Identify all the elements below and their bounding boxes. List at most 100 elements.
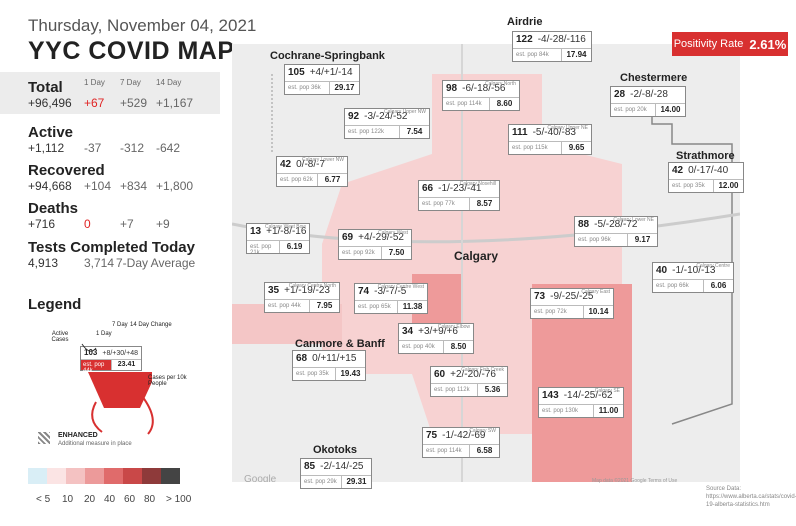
recovered-day: +104: [84, 179, 112, 193]
positivity-value: 2.61%: [749, 36, 787, 52]
region-active: 66: [422, 183, 434, 194]
region-box-elbow[interactable]: 34 +3/+9/+6 Calgary Elbow est. pop 40k 8.50: [398, 323, 474, 354]
scale-swatch: [104, 468, 123, 484]
region-active: 88: [578, 219, 590, 230]
region-name: Calgary Lower NW: [302, 157, 344, 163]
region-pop: est. pop 35k: [672, 183, 705, 189]
col-14day: 14 Day: [156, 78, 182, 87]
legend-title: Legend: [28, 296, 82, 313]
canmore-region: [232, 304, 342, 344]
region-active: 68: [296, 353, 308, 364]
positivity-label: Positivity Rate: [673, 38, 744, 50]
region-change: +4/+1/-14: [309, 67, 353, 78]
region-box-se[interactable]: 143 -14/-25/-62 Calgary SE est. pop 130k 11.…: [538, 387, 624, 418]
region-box-centrenorth[interactable]: 35 +1/-19/-23 Calgary Centre North est. pop…: [264, 282, 340, 313]
region-change: +1/-8/-16: [266, 226, 307, 237]
region-box-chestermere[interactable]: 28 -2/-8/-28 est. pop 20k 14.00: [610, 86, 686, 117]
region-rate: 7.50: [381, 247, 411, 259]
region-pop: est. pop 66k: [656, 283, 689, 289]
legend-diagram: [81, 343, 154, 435]
legend-example-rate: 23.41: [111, 360, 141, 370]
region-rate: 9.17: [627, 234, 657, 246]
legend-example-box: 103 +8/+30/+48 est. pop 44k 23.41: [80, 346, 142, 374]
region-rate: 5.36: [477, 384, 507, 396]
region-name: Calgary West Bow: [264, 224, 306, 230]
region-rate: 9.65: [561, 142, 591, 154]
recovered-label: Recovered: [28, 162, 105, 179]
region-change: -6/-18/-56: [462, 83, 506, 94]
region-active: 28: [614, 89, 626, 100]
region-box-north[interactable]: 98 -6/-18/-56 Calgary North est. pop 114k 8.…: [442, 80, 520, 111]
region-rate: 17.94: [561, 49, 591, 61]
region-pop: est. pop 44k: [268, 303, 301, 309]
col-1day: 1 Day: [84, 78, 105, 87]
region-box-cochrane[interactable]: 105 +4/+1/-14 est. pop 36k 29.17: [284, 64, 360, 95]
region-box-lowerne[interactable]: 88 -5/-28/-72 Calgary Lower NE est. pop 96k…: [574, 216, 658, 247]
region-box-uppernw[interactable]: 92 -3/-24/-52 Calgary Upper NW est. pop 122…: [344, 108, 430, 139]
total-day: +67: [84, 96, 105, 110]
legend-1day-label: 1 Day: [96, 331, 112, 337]
region-pop: est. pop 114k: [426, 448, 462, 454]
legend-active-label: Active Cases: [51, 331, 69, 343]
region-pop: est. pop 72k: [534, 309, 567, 315]
region-box-nosehill[interactable]: 66 -1/-23/-41 Calgary Nosehill est. pop 77k…: [418, 180, 500, 211]
region-change: -1/-42/-69: [442, 430, 486, 441]
region-rate: 6.77: [317, 174, 347, 186]
active-day: -37: [84, 141, 102, 155]
legend-region-shape: [88, 372, 152, 408]
region-active: 13: [250, 226, 262, 237]
region-box-westbow[interactable]: 13 +1/-8/-16 Calgary West Bow est. pop 21k 6…: [246, 223, 310, 256]
town-canmore: Canmore & Banff: [295, 338, 385, 350]
region-change: -2/-8/-28: [630, 89, 668, 100]
source-data: Source Data: https://www.alberta.ca/stat…: [706, 486, 796, 508]
region-name: Calgary Centre: [696, 263, 730, 269]
region-box-sw[interactable]: 75 -1/-42/-69 Calgary SW est. pop 114k 6.58: [422, 427, 500, 458]
legend-example-active: 103: [84, 348, 98, 357]
region-box-lowernw[interactable]: 42 0/-8/-7 Calgary Lower NW est. pop 62k 6.7…: [276, 156, 348, 187]
scale-swatch: [28, 468, 47, 484]
page-title: YYC COVID MAP: [28, 37, 235, 65]
region-box-centrewest[interactable]: 74 -3/-7/-5 Calgary Centre West est. pop 65…: [354, 283, 428, 314]
region-rate: 8.50: [443, 341, 473, 353]
region-active: 74: [358, 286, 370, 297]
region-box-east[interactable]: 73 -9/-25/-25 Calgary East est. pop 72k 10.1…: [530, 288, 614, 319]
town-okotoks: Okotoks: [313, 444, 358, 456]
total-highlight: [0, 72, 220, 114]
region-change: -3/-24/-52: [364, 111, 408, 122]
scale-swatch: [47, 468, 66, 484]
region-change: +1/-19/-23: [284, 285, 330, 296]
region-rate: 7.54: [399, 126, 429, 138]
region-change: -5/-40/-83: [532, 127, 576, 138]
region-name: Calgary Nosehill: [459, 181, 496, 187]
region-active: 111: [512, 127, 528, 138]
region-pop: est. pop 62k: [280, 177, 313, 183]
total-value: +96,496: [28, 96, 72, 110]
total-fourteen: +1,167: [156, 96, 194, 110]
region-active: 42: [672, 165, 684, 176]
tests-value: 4,913: [28, 256, 59, 270]
deaths-label: Deaths: [28, 200, 79, 217]
region-box-strathmore[interactable]: 42 0/-17/-40 est. pop 35k 12.00: [668, 162, 744, 193]
deaths-value: +716: [28, 217, 56, 231]
region-rate: 12.00: [713, 180, 743, 192]
region-change: -9/-25/-25: [550, 291, 594, 302]
region-rate: 7.95: [309, 300, 339, 312]
region-active: 34: [402, 326, 414, 337]
region-box-centre[interactable]: 40 -1/-10/-13 Calgary Centre est. pop 66k 6.…: [652, 262, 734, 293]
region-box-airdrie[interactable]: 122 -4/-28/-116 est. pop 84k 17.94: [512, 31, 592, 62]
legend-arrow-active: [81, 343, 97, 352]
region-change: -4/-28/-116: [537, 34, 586, 45]
scale-label: 10: [62, 494, 74, 505]
region-change: 0/+11/+15: [312, 353, 357, 364]
region-box-west[interactable]: 69 +4/-29/-52 Calgary West est. pop 92k 7.50: [338, 229, 412, 260]
region-box-fishcreek[interactable]: 60 +2/-20/-76 Calgary Fish Creek est. pop 1…: [430, 366, 508, 397]
region-pop: est. pop 115k: [512, 145, 548, 151]
region-box-canmore[interactable]: 68 0/+11/+15 est. pop 35k 19.43: [292, 350, 366, 381]
region-active: 35: [268, 285, 280, 296]
region-box-okotoks[interactable]: 85 -2/-14/-25 est. pop 29k 29.31: [300, 458, 372, 489]
legend-cases-per: Cases per 10k People: [148, 375, 187, 387]
scale-label: 60: [124, 494, 136, 505]
region-active: 60: [434, 369, 446, 380]
region-change: -1/-10/-13: [672, 265, 716, 276]
region-box-upperne[interactable]: 111 -5/-40/-83 Calgary Upper NE est. pop 11…: [508, 124, 592, 155]
